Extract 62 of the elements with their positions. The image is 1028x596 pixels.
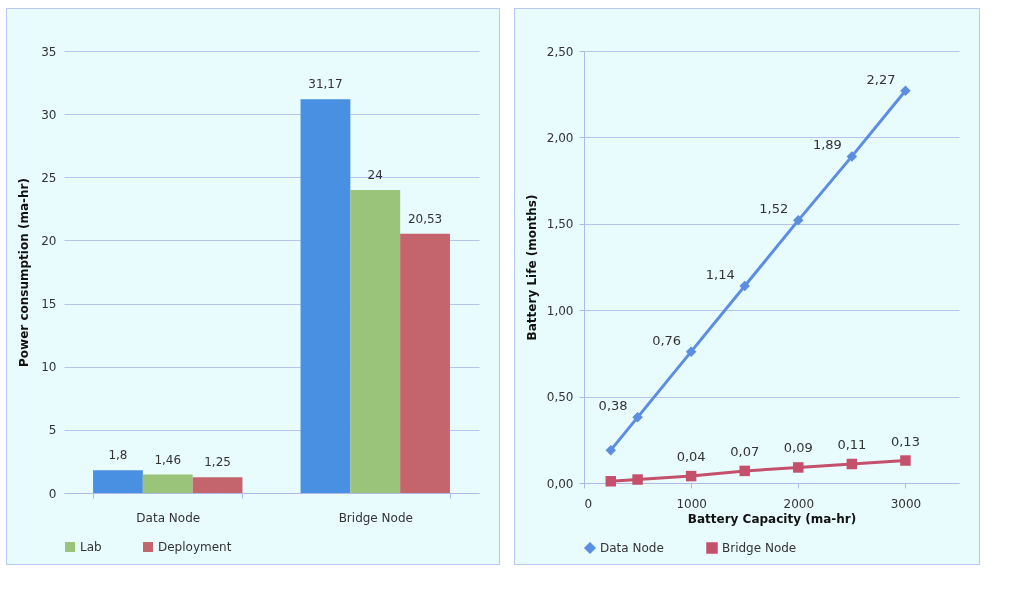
point: [793, 462, 804, 473]
y-tick-label: 2,50: [546, 44, 574, 59]
x-tick-label: 1000: [676, 496, 707, 511]
x-tick-label: 2000: [783, 496, 815, 511]
bar: [350, 189, 401, 493]
point: [793, 215, 804, 226]
data-label: 0,76: [652, 332, 682, 348]
data-label: 1,89: [812, 137, 842, 153]
data-label: 31,17: [308, 77, 343, 92]
y-tick-label: 5: [48, 423, 57, 438]
point: [605, 444, 617, 456]
y-tick-label: 2,00: [546, 130, 574, 145]
y-tick-label: 0,50: [546, 390, 574, 405]
data-label: 0,11: [837, 436, 867, 452]
legend-label: Bridge Node: [722, 541, 797, 555]
data-label: 0,38: [598, 398, 628, 414]
y-tick-label: 35: [41, 44, 57, 59]
x-tick-label: 0: [584, 496, 593, 511]
data-label: 20,53: [407, 211, 443, 226]
x-axis-title: Battery Capacity (ma-hr): [687, 511, 857, 526]
data-label: 1,46: [154, 452, 182, 467]
y-tick-label: 0,00: [546, 476, 574, 491]
bar: [142, 474, 193, 493]
data-label: 1,14: [705, 267, 735, 283]
y-tick-label: 30: [41, 107, 57, 122]
y-axis-title: Power consumption (ma-hr): [17, 178, 32, 367]
point: [632, 412, 643, 423]
legend-label: Data Node: [600, 541, 664, 555]
point: [900, 85, 911, 96]
point: [739, 465, 750, 477]
y-tick-label: 1,00: [546, 303, 574, 318]
point: [846, 458, 858, 470]
y-axis-title: Battery Life (months): [524, 194, 539, 341]
bar: [192, 477, 243, 493]
data-label: 1,52: [759, 201, 789, 217]
data-label: 1,25: [204, 455, 231, 470]
legend-label: Deployment: [158, 540, 232, 554]
point: [739, 280, 750, 292]
y-tick-label: 1,50: [546, 217, 574, 232]
point: [846, 151, 858, 162]
bar: [300, 99, 351, 493]
bar: [93, 470, 143, 493]
y-tick-label: 0: [48, 486, 57, 501]
data-label: 0,09: [783, 440, 813, 456]
y-tick-label: 20: [41, 233, 57, 248]
data-label: 0,13: [890, 433, 920, 449]
data-label: 24: [367, 167, 383, 182]
point: [685, 470, 697, 482]
point: [900, 455, 911, 466]
data-label: 0,07: [730, 443, 760, 459]
point: [632, 474, 643, 485]
bar: [400, 233, 450, 493]
legend-label: Lab: [80, 540, 102, 554]
data-label: 2,27: [866, 71, 896, 87]
y-tick-label: 15: [41, 297, 57, 312]
x-tick-label: 3000: [890, 496, 922, 511]
point: [685, 346, 697, 357]
point: [605, 476, 617, 487]
y-tick-label: 25: [41, 170, 57, 185]
data-label: 0,04: [676, 449, 706, 465]
y-tick-label: 10: [41, 360, 57, 375]
data-label: 1,8: [108, 448, 128, 463]
